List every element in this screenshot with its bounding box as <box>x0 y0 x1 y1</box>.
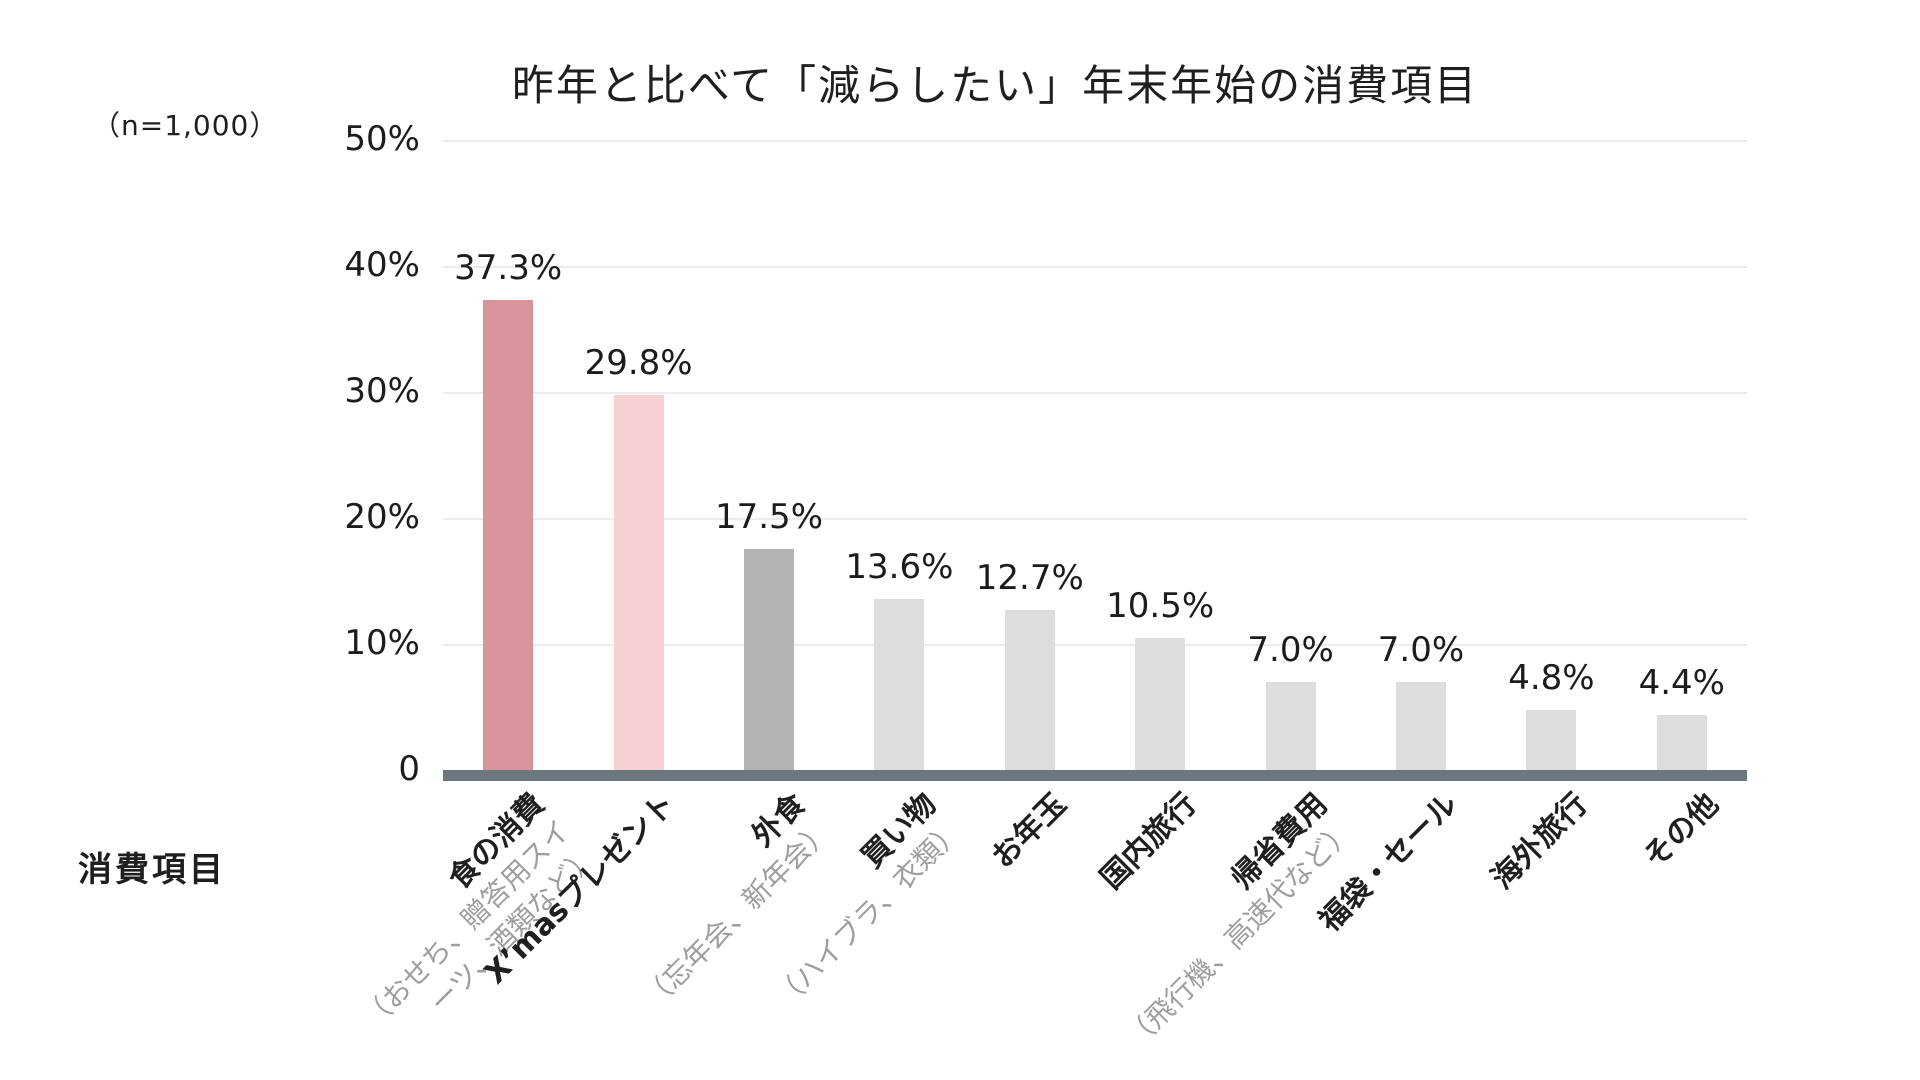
y-axis-tick-label: 40% <box>344 245 420 285</box>
gridline <box>443 266 1747 268</box>
x-axis-category-label: その他 <box>1636 786 1726 876</box>
x-axis-category-label: 海外旅行 <box>1485 786 1596 897</box>
category-main-label: 帰省費用 <box>1224 786 1335 897</box>
bar <box>1135 638 1186 770</box>
category-main-label: 国内旅行 <box>1094 786 1204 897</box>
sample-size-label: （n=1,000） <box>92 109 279 142</box>
bar-value-label: 10.5% <box>1106 586 1215 626</box>
x-axis-title: 消費項目 <box>78 850 226 890</box>
category-main-label: お年玉 <box>984 786 1074 876</box>
bar <box>1265 682 1316 770</box>
bar <box>1656 715 1707 770</box>
bar-value-label: 29.8% <box>584 343 693 383</box>
y-axis-tick-label: 50% <box>344 119 420 159</box>
gridline <box>443 392 1747 394</box>
bar-value-label: 37.3% <box>454 248 563 288</box>
y-axis-tick-label: 0 <box>398 749 420 789</box>
x-axis-category-label: お年玉 <box>984 786 1074 876</box>
y-axis-tick-label: 30% <box>344 371 420 411</box>
bar-value-label: 13.6% <box>845 547 954 587</box>
bar <box>744 549 794 770</box>
bar-value-label: 12.7% <box>975 558 1084 598</box>
y-axis-tick-label: 20% <box>344 497 420 537</box>
bar-value-label: 4.8% <box>1508 658 1595 698</box>
gridline <box>443 644 1747 646</box>
bar <box>1004 610 1055 770</box>
category-main-label: 海外旅行 <box>1485 786 1595 897</box>
chart-title: 昨年と比べて「減らしたい」年末年始の消費項目 <box>511 61 1479 110</box>
gridline <box>443 518 1747 520</box>
bar <box>483 300 534 770</box>
bar <box>874 599 925 770</box>
category-main-label: その他 <box>1636 786 1726 876</box>
bar <box>1526 710 1577 770</box>
bar-value-label: 17.5% <box>714 497 823 537</box>
x-axis-category-label: 国内旅行 <box>1093 786 1204 897</box>
x-axis-baseline <box>443 770 1747 781</box>
bar <box>1396 682 1446 770</box>
bar <box>613 395 664 770</box>
bar-value-label: 7.0% <box>1377 630 1465 670</box>
bar-value-label: 4.4% <box>1638 663 1725 703</box>
gridline <box>443 140 1747 142</box>
bar-value-label: 7.0% <box>1247 630 1334 670</box>
y-axis-tick-label: 10% <box>344 623 420 663</box>
